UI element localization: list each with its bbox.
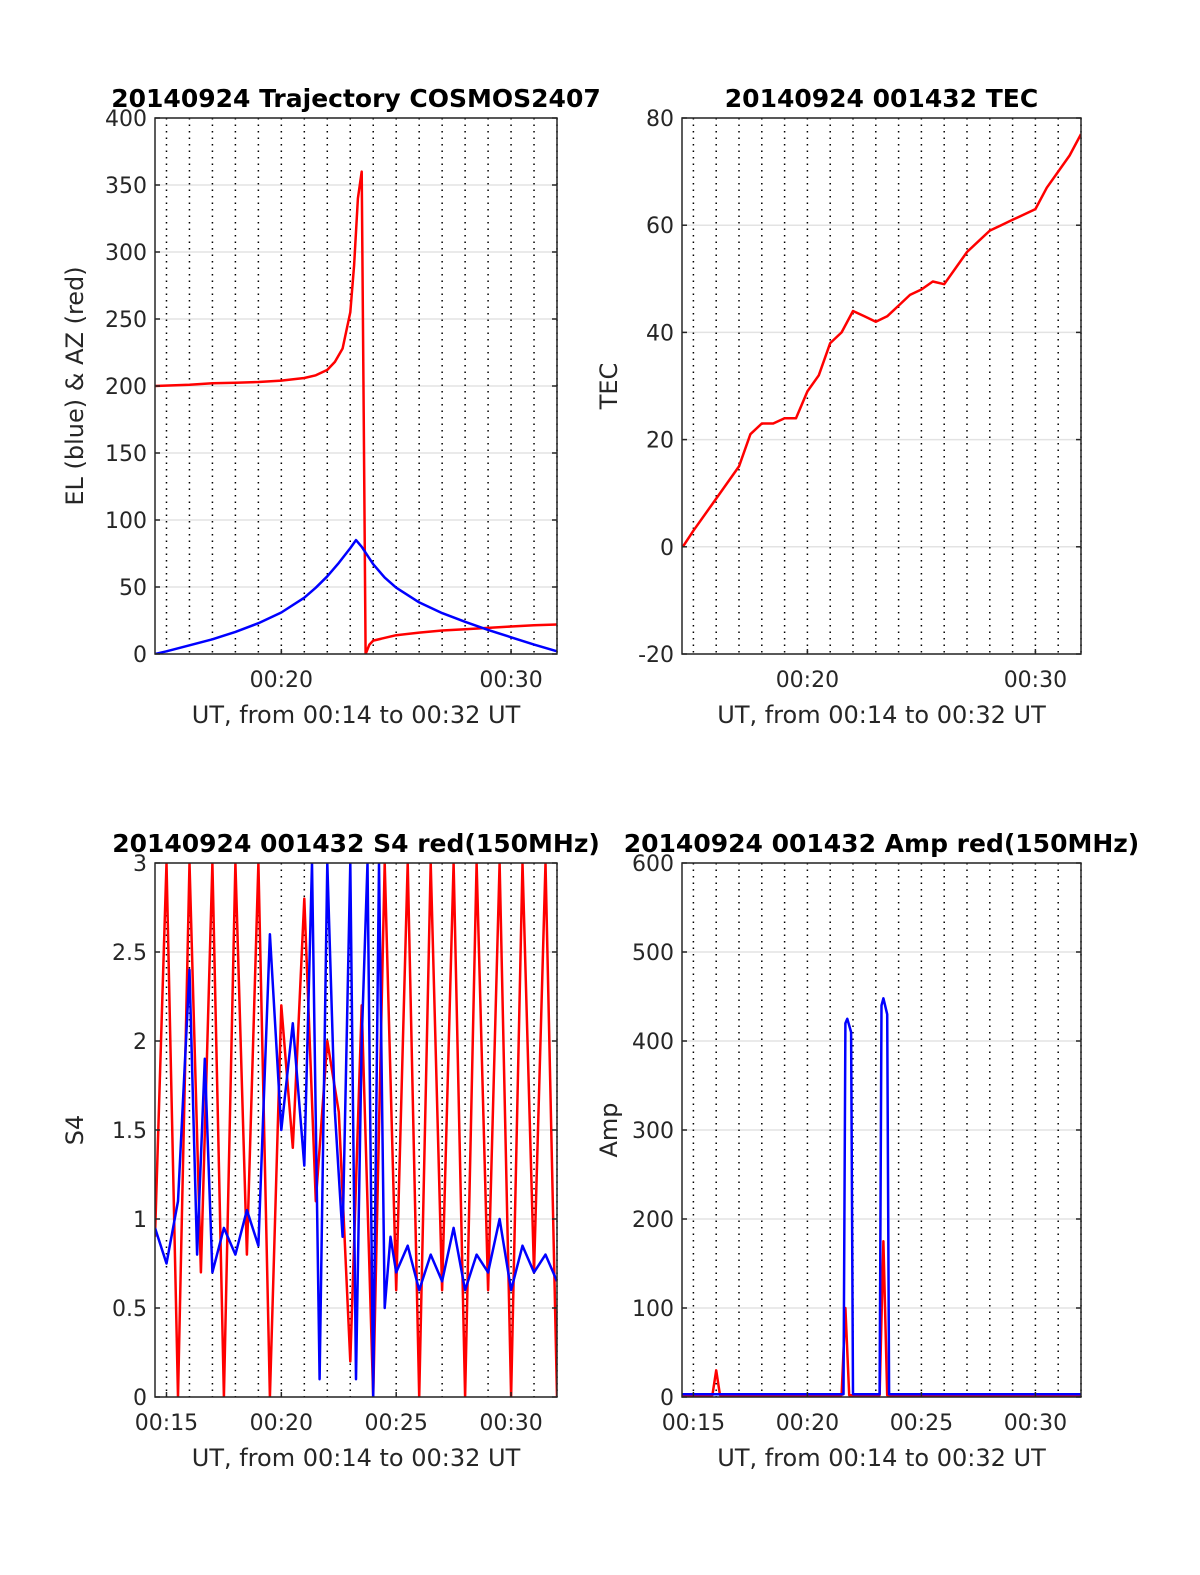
series-group [155,863,557,1397]
series-line-red [155,170,557,654]
series-line-red [682,1240,1081,1397]
x-tick-label: 00:20 [250,1411,313,1436]
y-tick-label: 0 [133,643,147,668]
x-tick-label: 00:30 [1004,668,1067,693]
y-tick-label: 50 [119,576,147,601]
y-tick-label: 0.5 [112,1297,147,1322]
x-tick-label: 00:20 [776,1411,839,1436]
chart-title: 20140924 001432 TEC [725,84,1038,113]
x-axis-label: UT, from 00:14 to 00:32 UT [717,701,1046,729]
y-tick-label: 300 [105,241,147,266]
trajectory-panel: 0 50 100 150 200 250 300 350 400 00:20 00:30 201409… [61,84,601,729]
y-tick-label: 3 [133,852,147,877]
x-tick-label: 00:15 [662,1411,725,1436]
y-tick-label: 400 [105,107,147,132]
y-tick-label: 200 [632,1208,674,1233]
x-axis-label: UT, from 00:14 to 00:32 UT [192,701,521,729]
y-tick-label: 2.5 [112,941,147,966]
series-group [682,997,1081,1397]
x-tick-label: 00:20 [776,668,839,693]
series-line-blue [682,997,1081,1396]
y-axis-label: S4 [61,1115,89,1146]
series-line-blue [155,538,557,654]
y-tick-label: 100 [632,1297,674,1322]
y-tick-label: 300 [632,1119,674,1144]
x-tick-label: 00:20 [250,668,313,693]
y-tick-label: 0 [133,1386,147,1411]
chart-title: 20140924 Trajectory COSMOS2407 [111,84,601,113]
y-tick-label: 20 [646,429,674,454]
chart-title: 20140924 001432 S4 red(150MHz) [112,829,600,858]
x-tick-label: 00:25 [890,1411,953,1436]
series-line-red [682,133,1081,548]
x-tick-label: 00:30 [1004,1411,1067,1436]
y-tick-label: 1 [133,1208,147,1233]
y-tick-label: 0 [660,1386,674,1411]
y-tick-label: 200 [105,375,147,400]
y-tick-label: 60 [646,214,674,239]
y-axis-label: Amp [595,1102,623,1157]
series-group [155,170,557,654]
series-line-blue [155,863,557,1397]
y-tick-label: 400 [632,1030,674,1055]
y-tick-label: 250 [105,308,147,333]
y-tick-label: 150 [105,442,147,467]
y-axis-label: TEC [595,363,623,411]
x-axis-label: UT, from 00:14 to 00:32 UT [192,1444,521,1472]
x-axis-label: UT, from 00:14 to 00:32 UT [717,1444,1046,1472]
y-tick-label: 1.5 [112,1119,147,1144]
y-tick-label: 2 [133,1030,147,1055]
y-tick-label: 80 [646,107,674,132]
x-tick-label: 00:30 [479,1411,542,1436]
chart-title: 20140924 001432 Amp red(150MHz) [624,829,1140,858]
amp-panel: 0 100 200 300 400 500 600 00:15 00:20 00:25 00:30 2… [595,829,1139,1472]
s4-panel: 0 0.5 1 1.5 2 2.5 3 00:15 00:20 00:25 00:30 2014092… [61,829,600,1472]
tec-panel: -20 0 20 40 60 80 00:20 00:30 20140924 001432 TE… [595,84,1082,729]
y-tick-label: -20 [638,643,674,668]
y-tick-label: 350 [105,174,147,199]
series-group [682,133,1081,548]
y-tick-label: 600 [632,852,674,877]
y-tick-label: 40 [646,321,674,346]
x-tick-label: 00:15 [135,1411,198,1436]
axes-frame [681,117,1082,655]
series-line-red [155,863,557,1397]
x-tick-label: 00:25 [364,1411,427,1436]
y-tick-label: 100 [105,509,147,534]
y-tick-label: 500 [632,941,674,966]
x-tick-label: 00:30 [479,668,542,693]
y-tick-label: 0 [660,536,674,561]
y-axis-label: EL (blue) & AZ (red) [61,266,89,505]
